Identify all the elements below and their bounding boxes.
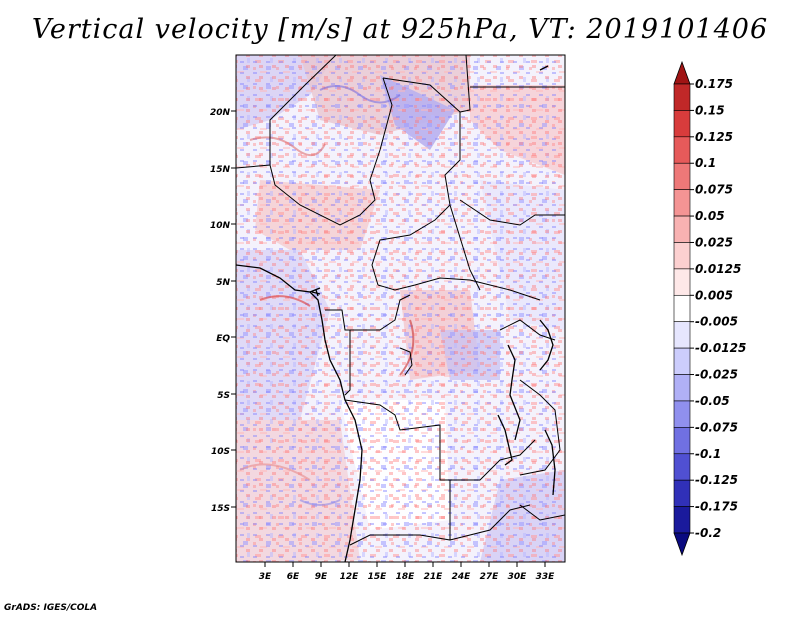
colorbar-label: -0.175 <box>695 500 738 514</box>
lon-label-27e: 27E <box>480 572 500 582</box>
country-borders <box>236 55 565 546</box>
colorbar-swatch <box>673 321 691 349</box>
lon-label-9e: 9E <box>315 572 328 582</box>
lon-label-3e: 3E <box>259 572 272 582</box>
colorbar-top-arrow <box>673 60 691 85</box>
colorbar-label: -0.125 <box>695 473 738 487</box>
lat-labels: 20N 15N 10N 5N EQ 5S 10S 15S <box>210 108 231 514</box>
colorbar-swatch <box>673 83 691 111</box>
lon-labels: 3E 6E 9E 12E 15E 18E 21E 24E 27E 30E 33E <box>259 572 555 582</box>
colorbar-swatch <box>673 189 691 217</box>
colorbar-label: 0.0125 <box>695 262 741 276</box>
lat-label-20n: 20N <box>210 108 231 118</box>
colorbar-bottom-arrow <box>673 532 691 557</box>
colorbar-label: -0.2 <box>695 526 721 540</box>
colorbar-labels: 0.175 0.15 0.125 0.1 0.075 0.05 0.025 0.0125 0.0… <box>690 77 746 540</box>
colorbar-label: 0.025 <box>695 235 733 249</box>
lat-label-5n: 5N <box>216 278 230 288</box>
colorbar-swatch <box>673 506 691 534</box>
colorbar-swatch <box>673 162 691 190</box>
lon-label-24e: 24E <box>452 572 472 582</box>
lat-label-eq: EQ <box>216 334 230 344</box>
lon-label-15e: 15E <box>368 572 388 582</box>
colorbar-label: -0.05 <box>695 394 730 408</box>
colorbar-swatch <box>673 347 691 375</box>
lon-ticks <box>264 562 546 567</box>
colorbar-label: -0.0125 <box>695 341 746 355</box>
colorbar-label: -0.075 <box>695 420 738 434</box>
colorbar-swatch <box>673 136 691 164</box>
colorbar-label: -0.005 <box>695 315 738 329</box>
colorbar-label: -0.025 <box>695 368 738 382</box>
colorbar-swatch <box>673 400 691 428</box>
lon-label-21e: 21E <box>424 572 444 582</box>
lon-label-30e: 30E <box>508 572 528 582</box>
colorbar-label: 0.125 <box>695 130 733 144</box>
lon-label-33e: 33E <box>536 572 556 582</box>
lon-label-12e: 12E <box>340 572 360 582</box>
colorbar-swatch <box>673 268 691 296</box>
map-title: Vertical velocity [m/s] at 925hPa, VT: 2… <box>31 14 769 45</box>
plot-frame <box>235 54 566 563</box>
colorbar-label: 0.05 <box>695 209 725 223</box>
lon-label-6e: 6E <box>287 572 300 582</box>
colorbar-swatch <box>673 242 691 270</box>
lat-ticks <box>231 110 236 508</box>
colorbar-swatch <box>673 215 691 243</box>
lat-label-10n: 10N <box>210 221 231 231</box>
colorbar-swatch <box>673 479 691 507</box>
colorbar-swatch <box>673 110 691 138</box>
colorbar-label: 0.075 <box>695 183 733 197</box>
colorbar <box>673 60 691 557</box>
colorbar-swatch <box>673 427 691 455</box>
grads-credit: GrADS: IGES/COLA <box>4 603 98 613</box>
lat-label-15s: 15S <box>211 504 230 514</box>
colorbar-label: 0.175 <box>695 77 733 91</box>
colorbar-swatch <box>673 294 691 323</box>
colorbar-label: 0.1 <box>695 156 716 170</box>
lat-label-10s: 10S <box>211 447 230 457</box>
coastline <box>236 65 556 562</box>
lat-label-5s: 5S <box>217 391 230 401</box>
colorbar-swatch <box>673 374 691 402</box>
colorbar-swatch <box>673 453 691 481</box>
colorbar-label: 0.005 <box>695 288 733 302</box>
velocity-field <box>236 55 565 562</box>
lon-label-18e: 18E <box>396 572 416 582</box>
lat-label-15n: 15N <box>210 165 231 175</box>
colorbar-label: -0.1 <box>695 447 721 461</box>
colorbar-label: 0.15 <box>695 103 725 117</box>
